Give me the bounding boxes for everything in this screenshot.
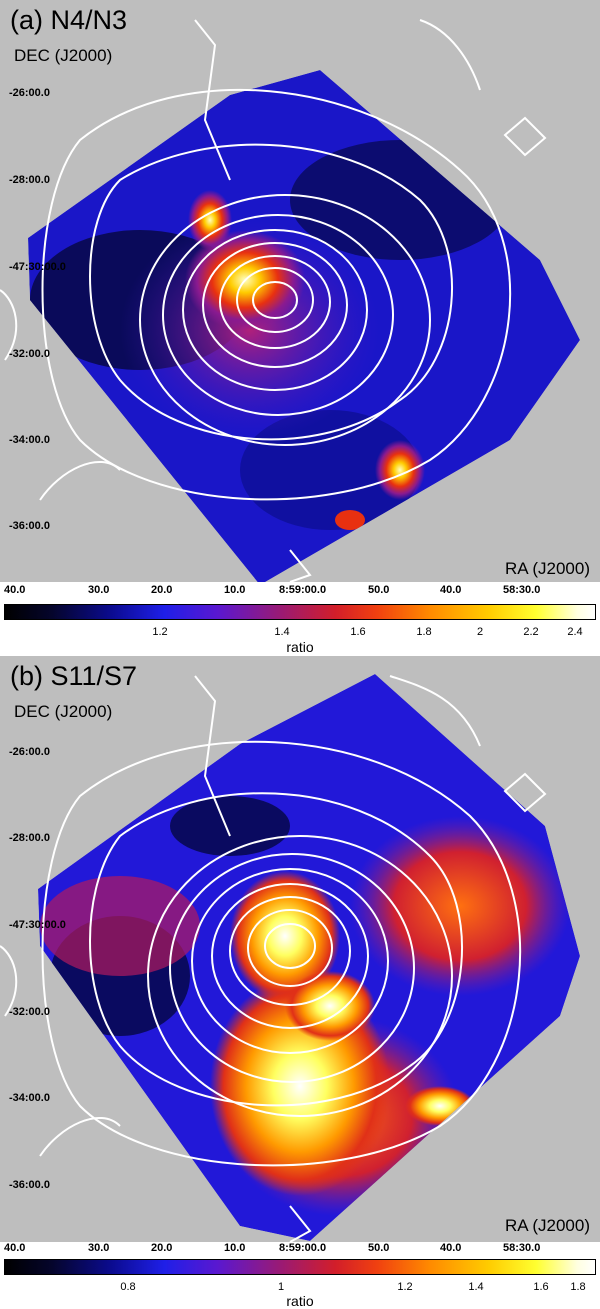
- colorbar-a-label: ratio: [286, 639, 314, 655]
- panel-b-ra-axis-label: RA (J2000): [504, 1216, 590, 1235]
- dec-tick-label: -36:00.0: [9, 520, 50, 532]
- colorbar-a-tick: 1.2: [152, 626, 168, 638]
- ra-tick-label-a: 40.0: [440, 584, 462, 596]
- ra-tick-label-b: 58:30.0: [503, 1242, 541, 1254]
- ra-tick-label-a: 10.0: [224, 584, 246, 596]
- dec-tick-label: -26:00.0: [9, 746, 50, 758]
- colorbar-a-tick: 2.2: [523, 626, 539, 638]
- contours-b: [0, 675, 547, 1242]
- colorbar-b-tick: 1.6: [533, 1281, 549, 1293]
- ra-tick-label-b: 50.0: [368, 1242, 390, 1254]
- panel-b-title: (b) S11/S7: [10, 661, 138, 691]
- ra-tick-label-b: 40.0: [4, 1242, 26, 1254]
- ra-tick-label-a: 30.0: [88, 584, 110, 596]
- colorbar-a-tick: 1.6: [350, 626, 366, 638]
- colorbar-b-label: ratio: [286, 1293, 314, 1309]
- dec-tick-label: -47:30:00.0: [9, 261, 66, 273]
- colorbar-b-tick: 0.8: [120, 1281, 136, 1293]
- ra-tick-label-b: 40.0: [440, 1242, 462, 1254]
- ra-tick-label-b: 20.0: [151, 1242, 173, 1254]
- ra-tick-label-b: 8:59:00.0: [279, 1242, 327, 1254]
- dec-tick-label: -26:00.0: [9, 87, 50, 99]
- dec-tick-label: -28:00.0: [9, 832, 50, 844]
- dec-tick-label: -47:30:00.0: [9, 919, 66, 931]
- ratio-image-b-data: [38, 674, 580, 1241]
- contours-a: [0, 19, 547, 582]
- panel-a-n4-n3-ratio-map: (a) N4/N3 DEC (J2000) RA (J2000) -26:00.…: [0, 0, 600, 582]
- colorbar-a-tick: 2: [476, 626, 484, 638]
- panel-a-title: (a) N4/N3: [10, 5, 128, 35]
- ratio-image-a-data: [28, 70, 580, 582]
- ratio-image-b: [0, 674, 580, 1242]
- dec-tick-label: -34:00.0: [9, 434, 50, 446]
- panel-a-ra-axis-label: RA (J2000): [504, 559, 590, 578]
- ra-tick-label-a: 50.0: [368, 584, 390, 596]
- ra-tick-label-a: 8:59:00.0: [279, 584, 327, 596]
- colorbar-a: [4, 604, 596, 620]
- colorbar-b-tick: 1.2: [397, 1281, 413, 1293]
- ra-tick-label-b: 10.0: [224, 1242, 246, 1254]
- dec-tick-label: -32:00.0: [9, 1006, 50, 1018]
- colorbar-a-tick: 1.8: [416, 626, 432, 638]
- ratio-image-a: [0, 19, 580, 582]
- dec-tick-label: -36:00.0: [9, 1179, 50, 1191]
- colorbar-a-tick: 2.4: [567, 626, 583, 638]
- dec-tick-label: -34:00.0: [9, 1092, 50, 1104]
- colorbar-b: [4, 1259, 596, 1275]
- colorbar-b-tick: 1: [277, 1281, 285, 1293]
- dec-tick-label: -32:00.0: [9, 348, 50, 360]
- colorbar-b-tick: 1.4: [468, 1281, 484, 1293]
- ra-tick-label-b: 30.0: [88, 1242, 110, 1254]
- ra-tick-label-a: 58:30.0: [503, 584, 541, 596]
- ra-tick-label-a: 20.0: [151, 584, 173, 596]
- ra-tick-label-a: 40.0: [4, 584, 26, 596]
- panel-a-dec-axis-label: DEC (J2000): [14, 46, 113, 65]
- panel-b-dec-axis-label: DEC (J2000): [14, 702, 113, 721]
- panel-b-s11-s7-ratio-map: (b) S11/S7 DEC (J2000) RA (J2000) -26:00…: [0, 656, 600, 1242]
- dec-tick-label: -28:00.0: [9, 174, 50, 186]
- colorbar-a-tick: 1.4: [274, 626, 290, 638]
- colorbar-b-tick: 1.8: [570, 1281, 586, 1293]
